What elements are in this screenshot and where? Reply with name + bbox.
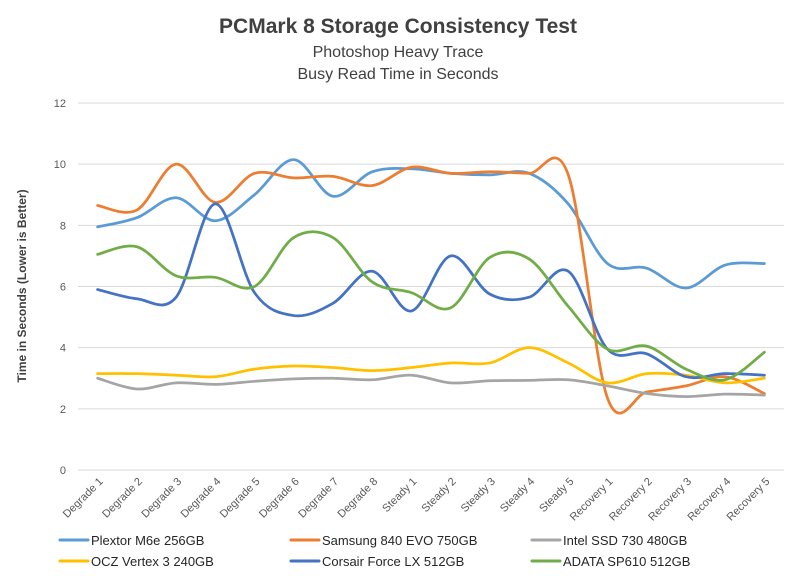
y-tick-label: 12 (54, 98, 66, 110)
x-tick-label: Steady 4 (498, 476, 537, 515)
y-tick-label: 2 (60, 404, 66, 416)
x-tick-label: Degrade 8 (335, 476, 380, 521)
legend-label: Corsair Force LX 512GB (322, 554, 464, 569)
series-line-samsung-840-evo-750gb (96, 156, 766, 415)
x-tick-label: Steady 2 (420, 476, 459, 515)
x-tick-label: Degrade 4 (179, 476, 224, 521)
y-tick-label: 0 (60, 465, 66, 477)
y-tick-label: 6 (60, 282, 66, 294)
legend-label: ADATA SP610 512GB (563, 554, 690, 569)
legend-label: OCZ Vertex 3 240GB (91, 554, 214, 569)
legend-label: Intel SSD 730 480GB (563, 533, 687, 548)
chart-subtitle-2: Busy Read Time in Seconds (298, 66, 499, 83)
legend-label: Plextor M6e 256GB (91, 533, 204, 548)
x-tick-label: Steady 5 (537, 476, 576, 515)
y-tick-label: 4 (60, 343, 66, 355)
legend-label: Samsung 840 EVO 750GB (322, 533, 477, 548)
y-axis-ticks: 0 2 4 6 8 10 12 (54, 98, 66, 477)
x-tick-label: Steady 1 (380, 476, 419, 515)
y-axis-label: Time in Seconds (Lower is Better) (15, 189, 29, 382)
series-line-corsair-force-lx-512gb (96, 202, 766, 380)
series-line-intel-ssd-730-480gb (96, 373, 766, 398)
series-line-adata-sp610-512gb (96, 230, 766, 382)
chart-title: PCMark 8 Storage Consistency Test (219, 15, 577, 38)
x-tick-label: Degrade 6 (257, 476, 302, 521)
chart-subtitle-1: Photoshop Heavy Trace (313, 44, 484, 61)
x-tick-label: Degrade 2 (100, 476, 145, 521)
x-tick-label: Degrade 3 (139, 476, 184, 521)
x-tick-label: Degrade 7 (296, 476, 341, 521)
legend: Plextor M6e 256GB Samsung 840 EVO 750GB In… (58, 533, 690, 569)
y-tick-label: 10 (54, 159, 66, 171)
series-lines (96, 156, 766, 415)
x-tick-label: Degrade 1 (61, 476, 106, 521)
y-tick-label: 8 (60, 220, 66, 232)
x-tick-label: Steady 3 (459, 476, 498, 515)
gridlines (78, 102, 784, 471)
x-tick-label: Degrade 5 (218, 476, 263, 521)
series-line-plextor-m6e-256gb (96, 158, 766, 290)
series-line-ocz-vertex-3-240gb (96, 346, 766, 385)
